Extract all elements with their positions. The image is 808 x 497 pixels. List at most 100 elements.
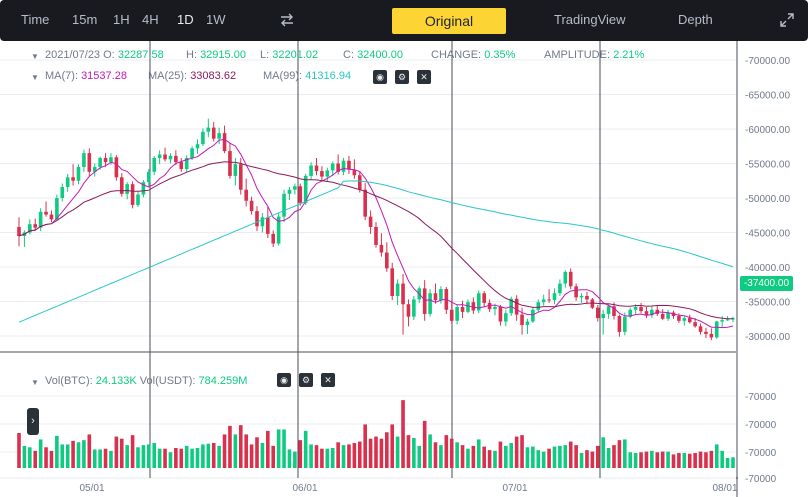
candle-body: [174, 155, 178, 163]
candle-body: [271, 233, 276, 244]
candle-body: [536, 302, 541, 310]
volume-bar: [455, 442, 459, 468]
interval-1d[interactable]: 1D: [177, 12, 194, 27]
volume-bar: [471, 445, 476, 468]
candle-body: [693, 322, 697, 327]
candle-body: [460, 307, 465, 312]
candle-body: [244, 189, 248, 201]
collapse-triangle-icon[interactable]: ▼: [31, 52, 39, 61]
collapse-triangle-icon[interactable]: ▼: [31, 73, 39, 82]
candle-body: [130, 184, 135, 205]
candle-body: [666, 312, 670, 319]
candle-body: [330, 163, 335, 171]
view-tradingview-button[interactable]: TradingView: [554, 12, 626, 27]
candle-body: [114, 157, 119, 178]
candle-body: [449, 309, 454, 321]
volume-bar: [238, 425, 243, 468]
candle-body: [379, 244, 384, 253]
volume-bar: [487, 450, 492, 468]
candle-body: [303, 175, 308, 203]
volume-bar: [330, 448, 335, 468]
view-depth-button[interactable]: Depth: [678, 12, 713, 27]
volume-bar: [595, 445, 600, 468]
gear-icon[interactable]: ⚙: [395, 70, 409, 84]
volume-bar: [357, 441, 362, 468]
ma7-label: MA(7):: [45, 70, 78, 82]
candle-body: [639, 307, 643, 312]
high-label: H:: [186, 49, 197, 61]
ma99-value: 41316.94: [305, 70, 352, 82]
interval-1h[interactable]: 1H: [113, 12, 130, 27]
volume-bar: [682, 453, 687, 468]
volume-bar: [541, 451, 546, 468]
volume-axis-label: -70000: [745, 420, 777, 431]
candlestick-chart[interactable]: -70000.00 -65000.00 -60000.00 -55000.00 -500…: [0, 41, 808, 497]
volume-bar: [179, 448, 184, 468]
volume-bar: [287, 449, 292, 468]
candle-body: [568, 271, 573, 287]
price-axis-label: -65000.00: [745, 91, 790, 102]
interval-4h[interactable]: 4H: [142, 12, 159, 27]
volume-axis-label: -70000: [745, 448, 777, 459]
volume-bar: [293, 451, 297, 468]
candle-body: [525, 321, 530, 325]
volume-bar: [428, 434, 432, 468]
moving-average-lines: [18, 138, 734, 329]
interval-15m[interactable]: 15m: [72, 12, 98, 27]
candle-body: [125, 184, 129, 194]
volume-bar: [698, 451, 703, 468]
candle-body: [628, 309, 633, 317]
vol-btc-value: 24.133K: [95, 375, 137, 387]
candle-body: [325, 170, 330, 177]
candle-body: [471, 302, 476, 311]
candle-body: [44, 211, 48, 215]
candle-body: [249, 200, 254, 212]
close-icon[interactable]: ✕: [417, 70, 431, 84]
candle-body: [687, 318, 692, 323]
ma99-label: MA(99):: [263, 70, 303, 82]
volume-bar: [119, 438, 124, 468]
price-axis-label: -70000.00: [745, 56, 790, 67]
volume-bar: [49, 450, 54, 468]
candle-body: [552, 293, 557, 301]
volume-bar: [325, 448, 330, 468]
volume-bar: [130, 435, 135, 468]
price-axis-label: -60000.00: [745, 125, 790, 136]
candle-body: [412, 299, 416, 317]
volume-bar: [449, 438, 454, 468]
candle-body: [217, 133, 221, 139]
candle-body: [520, 314, 524, 325]
volume-bar: [693, 453, 697, 468]
candle-body: [514, 298, 519, 315]
candles: [17, 118, 735, 341]
volume-bar: [563, 445, 568, 468]
collapse-triangle-icon[interactable]: ▼: [31, 378, 39, 387]
interval-time[interactable]: Time: [21, 12, 50, 27]
volume-bar: [509, 443, 514, 468]
candle-body: [28, 224, 32, 233]
volume-bar: [628, 452, 633, 468]
candle-body: [179, 162, 184, 170]
high-value: 32915.00: [200, 49, 246, 61]
candle-body: [71, 177, 75, 181]
volume-bar: [558, 445, 562, 468]
volume-bar: [217, 445, 221, 468]
price-axis-label: -50000.00: [745, 194, 790, 205]
expand-icon[interactable]: [779, 12, 795, 28]
volume-bar: [385, 432, 389, 468]
eye-icon[interactable]: ◉: [373, 70, 387, 84]
ma25-line: [18, 161, 733, 320]
candle-body: [238, 164, 243, 190]
gear-icon[interactable]: ⚙: [299, 373, 313, 387]
chevron-right-icon[interactable]: ›: [27, 408, 39, 435]
volume-bar: [320, 448, 324, 468]
eye-icon[interactable]: ◉: [277, 373, 291, 387]
volume-bar: [114, 436, 119, 468]
volume-bar: [644, 451, 649, 468]
volume-bar: [363, 424, 367, 468]
view-original-button[interactable]: Original: [392, 8, 506, 34]
swap-arrows-icon[interactable]: [279, 12, 295, 28]
interval-1w[interactable]: 1W: [206, 12, 226, 27]
chart-toolbar: Time 15m 1H 4H 1D 1W Original TradingVie…: [0, 0, 808, 41]
close-icon[interactable]: ✕: [321, 373, 335, 387]
